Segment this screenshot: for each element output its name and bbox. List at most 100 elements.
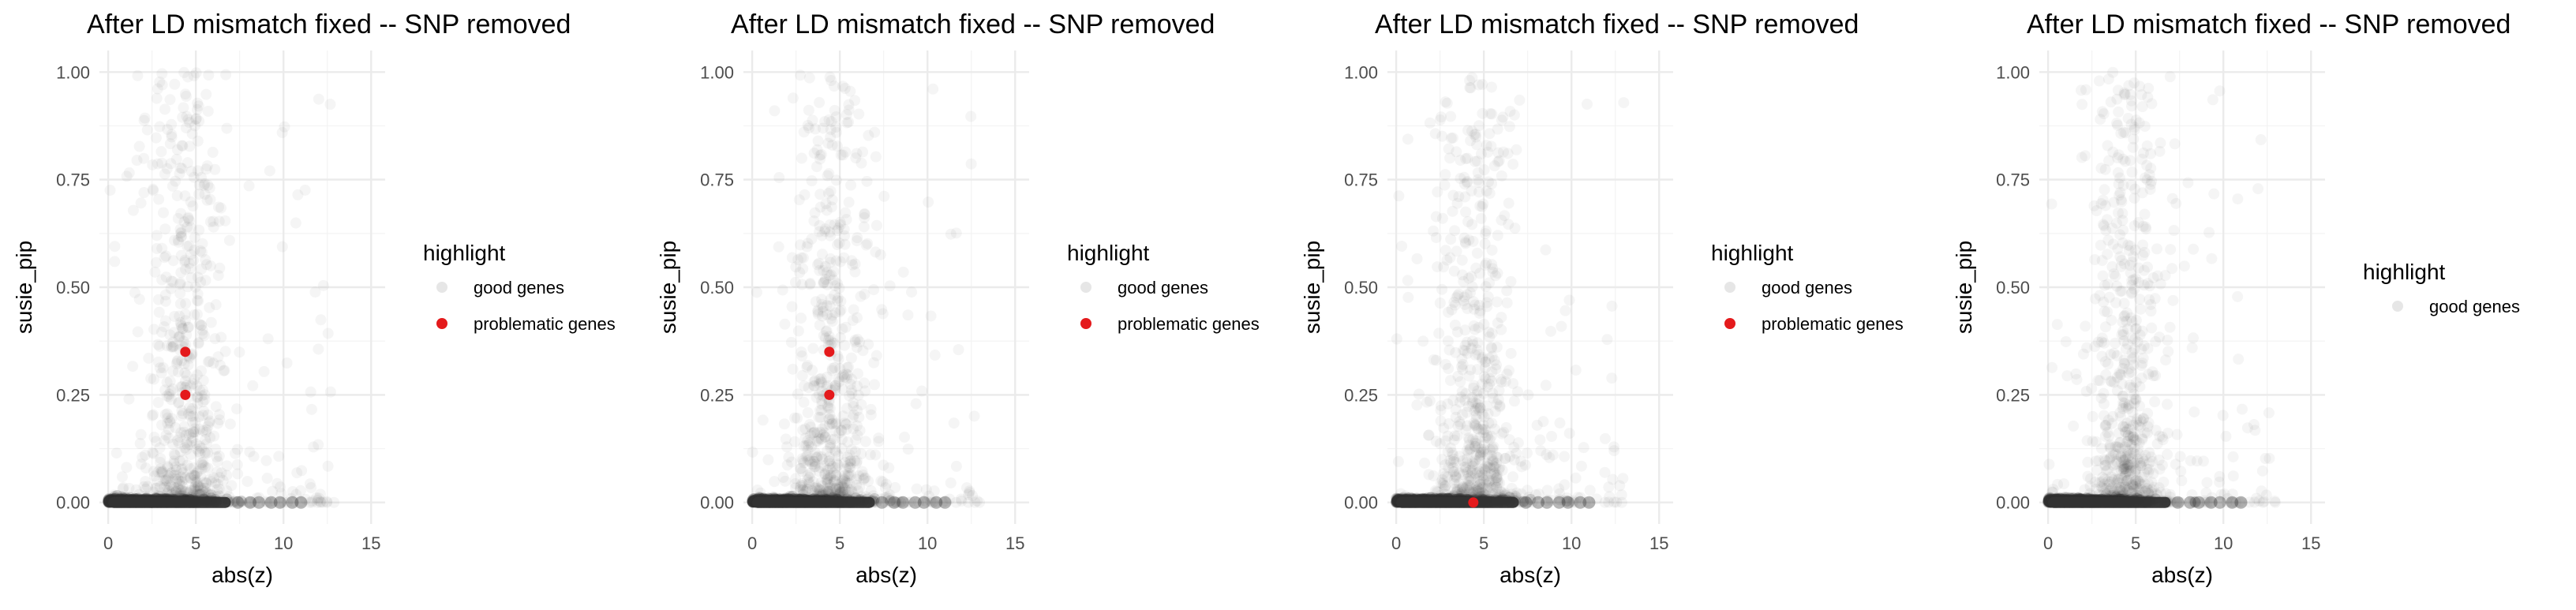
point-good-genes: [181, 111, 192, 122]
point-good-genes: [846, 255, 857, 266]
point-good-genes: [949, 417, 960, 428]
point-problematic-genes: [824, 390, 834, 400]
point-good-genes: [842, 369, 853, 380]
point-good-genes: [1502, 298, 1513, 309]
point-good-genes: [134, 141, 145, 152]
point-good-genes: [835, 296, 846, 307]
y-tick-label: 0.00: [700, 493, 734, 513]
point-good-genes: [173, 234, 184, 245]
point-good-genes: [855, 425, 866, 436]
point-good-genes: [318, 280, 329, 291]
point-good-genes: [846, 353, 857, 364]
point-good-genes: [835, 332, 846, 343]
point-good-genes: [859, 209, 870, 220]
point-good-genes: [206, 317, 217, 328]
point-good-genes: [808, 215, 819, 226]
point-good-genes: [313, 440, 324, 451]
point-good-genes: [835, 256, 846, 268]
point-good-genes: [216, 467, 227, 478]
legend-key: [1080, 282, 1091, 293]
point-good-genes: [825, 438, 836, 449]
point-good-genes: [174, 455, 185, 466]
point-good-genes: [261, 455, 272, 466]
point-good-genes: [295, 485, 306, 496]
panel-3: After LD mismatch fixed -- SNP removed0.…: [1300, 9, 1904, 587]
point-good-genes: [820, 223, 831, 234]
point-good-genes: [752, 485, 763, 496]
point-good-genes: [143, 353, 154, 364]
point-good-genes: [1457, 386, 1468, 397]
point-good-genes: [273, 451, 284, 462]
point-good-genes: [1440, 169, 1451, 180]
point-good-genes: [1433, 327, 1444, 339]
point-good-genes: [277, 241, 288, 253]
point-good-genes: [841, 109, 852, 120]
point-good-genes: [129, 287, 140, 298]
series-good-genes: [747, 69, 985, 508]
y-tick-label: 0.25: [700, 385, 734, 405]
point-good-genes: [803, 105, 814, 116]
point-good-genes: [152, 159, 163, 170]
point-good-genes: [210, 477, 221, 488]
point-good-genes: [853, 109, 864, 120]
point-good-genes: [316, 314, 327, 325]
point-good-genes: [263, 333, 274, 344]
point-good-genes: [138, 153, 149, 164]
point-good-genes: [793, 325, 804, 336]
point-good-genes: [294, 496, 307, 509]
point-good-genes: [167, 132, 178, 143]
point-good-genes: [220, 346, 231, 357]
point-good-genes: [777, 285, 788, 296]
point-good-genes: [194, 411, 205, 422]
point-good-genes: [159, 223, 170, 234]
point-good-genes: [807, 343, 818, 354]
point-good-genes: [203, 106, 214, 117]
point-good-genes: [213, 270, 224, 281]
point-good-genes: [809, 456, 820, 467]
point-good-genes: [779, 418, 790, 429]
point-good-genes: [850, 434, 861, 445]
x-tick-label: 0: [103, 533, 113, 553]
point-good-genes: [160, 315, 171, 326]
point-good-genes: [903, 443, 914, 455]
point-good-genes: [271, 478, 283, 489]
point-good-genes: [196, 365, 207, 376]
point-good-genes: [845, 180, 856, 191]
point-good-genes: [122, 170, 133, 182]
point-good-genes: [830, 417, 841, 428]
point-good-genes: [1477, 201, 1488, 212]
point-good-genes: [1445, 111, 1456, 122]
x-tick-label: 10: [274, 533, 293, 553]
point-good-genes: [182, 322, 193, 333]
point-good-genes: [799, 189, 811, 200]
point-good-genes: [123, 394, 134, 405]
point-good-genes: [875, 249, 886, 260]
point-good-genes: [140, 462, 152, 473]
x-tick-label: 0: [747, 533, 757, 553]
point-good-genes: [827, 363, 838, 374]
point-good-genes: [242, 476, 253, 487]
point-good-genes: [325, 387, 336, 398]
point-good-genes: [231, 403, 242, 414]
point-good-genes: [192, 309, 203, 320]
point-good-genes: [189, 470, 200, 481]
point-good-genes: [184, 140, 195, 152]
legend-key: [436, 282, 447, 293]
point-good-genes: [234, 346, 245, 357]
x-tick-label: 15: [361, 533, 380, 553]
point-good-genes: [305, 482, 316, 493]
point-good-genes: [839, 230, 850, 241]
point-good-genes: [155, 362, 166, 373]
point-good-genes: [128, 205, 139, 216]
point-good-genes: [127, 361, 138, 372]
point-good-genes: [182, 222, 193, 233]
point-good-genes: [153, 397, 164, 408]
point-good-genes: [282, 357, 293, 369]
point-good-genes: [807, 175, 818, 186]
y-tick-label: 0.25: [1344, 385, 1378, 405]
point-good-genes: [840, 147, 851, 158]
x-tick-label: 5: [191, 533, 200, 553]
point-good-genes: [155, 146, 167, 157]
point-good-genes: [232, 444, 243, 455]
point-good-genes: [109, 241, 120, 252]
